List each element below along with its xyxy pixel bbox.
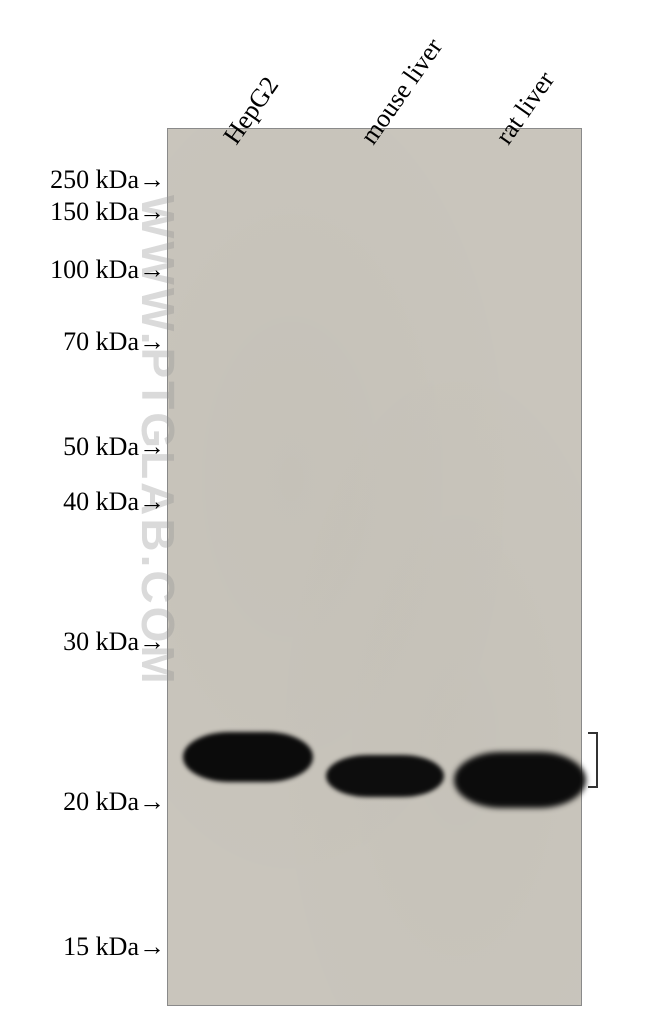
band-lane-1 [326,755,444,797]
band-lane-2 [454,752,586,808]
figure-container: WWW.PTGLAB.COM HepG2 mouse liver rat liv… [0,0,650,1030]
mw-label-2: 100 kDa→ [0,255,165,285]
blot-noise-overlay [167,128,582,1006]
mw-label-7: 20 kDa→ [0,787,165,817]
band-bracket [588,732,598,788]
mw-label-1: 150 kDa→ [0,197,165,227]
band-lane-0 [183,732,313,782]
mw-label-3: 70 kDa→ [0,327,165,357]
mw-label-5: 40 kDa→ [0,487,165,517]
mw-label-6: 30 kDa→ [0,627,165,657]
mw-label-0: 250 kDa→ [0,165,165,195]
mw-label-8: 15 kDa→ [0,932,165,962]
mw-label-4: 50 kDa→ [0,432,165,462]
